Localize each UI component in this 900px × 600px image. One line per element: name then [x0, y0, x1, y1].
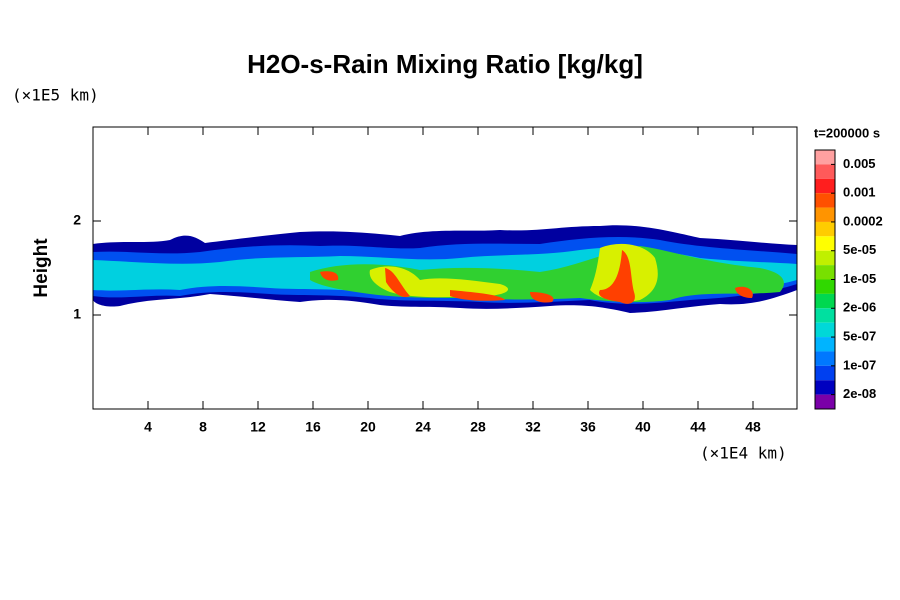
x-tick-label: 48: [745, 419, 761, 435]
colorbar-label: 1e-07: [843, 357, 876, 372]
x-unit: (×1E4 km): [700, 444, 787, 463]
x-tick-label: 24: [415, 419, 431, 435]
y-unit: (×1E5 km): [12, 86, 99, 105]
colorbar-box: [815, 207, 835, 222]
y-tick-label: 2: [73, 212, 81, 228]
colorbar-box: [815, 193, 835, 208]
colorbar-box: [815, 293, 835, 309]
colorbar-label: 2e-06: [843, 300, 876, 315]
colorbar-label: 5e-07: [843, 328, 876, 343]
colorbar-label: 2e-08: [843, 386, 876, 401]
cloud-yellow: [369, 243, 658, 302]
colorbar-box: [815, 221, 835, 237]
colorbar-box: [815, 150, 835, 165]
colorbar-box: [815, 236, 835, 251]
colorbar-box: [815, 380, 835, 395]
colorbar-box: [815, 265, 835, 280]
colorbar-box: [815, 365, 835, 381]
x-tick-label: 4: [144, 419, 152, 435]
colorbar-label: 5e-05: [843, 242, 876, 257]
plot-frame: [92, 126, 798, 410]
x-tick-label: 44: [690, 419, 706, 435]
chart-title: H2O-s-Rain Mixing Ratio [kg/kg]: [247, 49, 643, 79]
x-tick-label: 32: [525, 419, 541, 435]
contour-field: [93, 225, 797, 313]
y-tick-label: 1: [73, 306, 81, 322]
colorbar-label: 1e-05: [843, 271, 876, 286]
colorbar-box: [815, 178, 835, 194]
x-tick-label: 36: [580, 419, 596, 435]
colorbar-box: [815, 250, 835, 266]
colorbar-label: 0.001: [843, 185, 876, 200]
x-tick-label: 16: [305, 419, 321, 435]
x-tick-label: 12: [250, 419, 266, 435]
x-tick-label: 28: [470, 419, 486, 435]
colorbar-box: [815, 351, 835, 366]
colorbar-box: [815, 322, 835, 338]
colorbar-label: 0.0002: [843, 213, 883, 228]
x-tick-label: 20: [360, 419, 376, 435]
y-axis-label: Height: [31, 238, 52, 298]
x-tick-label: 8: [199, 419, 207, 435]
colorbar-box: [815, 164, 835, 179]
colorbar-title: t=200000 s: [814, 125, 880, 140]
cloud-red: [320, 250, 753, 304]
colorbar-box: [815, 394, 835, 409]
colorbar-box: [815, 279, 835, 294]
x-tick-label: 40: [635, 419, 651, 435]
colorbar-box: [815, 308, 835, 323]
colorbar-box: [815, 337, 835, 352]
colorbar-label: 0.005: [843, 156, 876, 171]
